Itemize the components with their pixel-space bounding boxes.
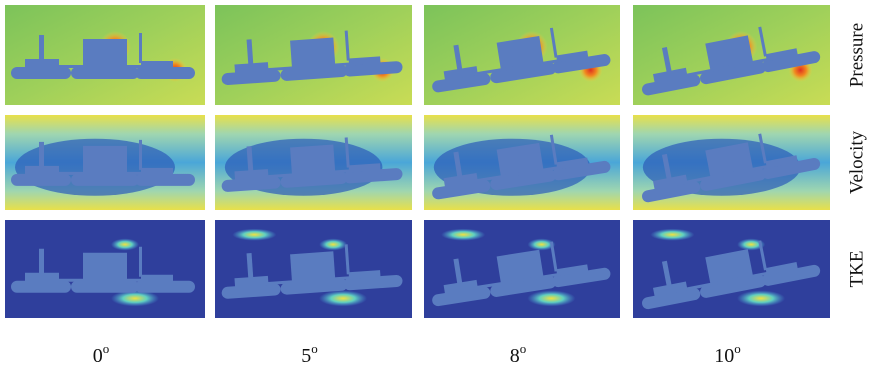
angle: 10 (714, 345, 734, 367)
panel (633, 5, 830, 105)
panel (5, 220, 205, 318)
degree: o (520, 341, 527, 356)
panel (215, 115, 412, 210)
tower (39, 249, 44, 274)
column-label: 8o (510, 341, 527, 367)
angle: 5 (301, 345, 311, 367)
deck (141, 168, 173, 175)
mast (139, 140, 142, 170)
panel (215, 5, 412, 105)
column-label: 10o (714, 341, 741, 367)
pontoon (71, 67, 139, 79)
panel (424, 5, 620, 105)
deck (25, 166, 59, 175)
arm (55, 172, 155, 175)
cabin (83, 253, 127, 281)
row-label: Pressure (846, 23, 867, 87)
deck (141, 275, 173, 282)
pontoon (135, 67, 195, 79)
tke-spot (319, 290, 367, 306)
tke-spot (527, 290, 575, 306)
deck (25, 273, 59, 282)
panel (5, 115, 205, 210)
row-label: Velocity (846, 130, 867, 194)
deck (25, 59, 59, 68)
degree: o (103, 341, 110, 356)
row-label: TKE (846, 251, 867, 288)
tke-spot (111, 290, 159, 306)
pontoon (11, 67, 71, 79)
mast (139, 33, 142, 63)
panel (633, 220, 830, 318)
pontoon (135, 174, 195, 186)
cabin (290, 144, 335, 175)
arm (55, 279, 155, 282)
tke-spot (737, 290, 785, 306)
pontoon (135, 281, 195, 293)
tower (39, 35, 44, 60)
cabin (83, 39, 127, 67)
degree: o (311, 341, 318, 356)
column-label: 0o (93, 341, 110, 367)
pontoon (71, 174, 139, 186)
panel (424, 115, 620, 210)
arm (55, 65, 155, 68)
pontoon (71, 281, 139, 293)
tke-spot (441, 229, 485, 241)
figure: PressureVelocityTKE0o5o8o10o (0, 0, 880, 369)
figure-canvas: PressureVelocityTKE0o5o8o10o (0, 0, 880, 369)
tke-spot (650, 229, 694, 241)
panel (215, 220, 412, 318)
deck (141, 61, 173, 68)
panel (633, 115, 830, 210)
cabin (290, 251, 335, 282)
pontoon (11, 281, 71, 293)
tke-spot (232, 229, 276, 241)
pontoon (11, 174, 71, 186)
panel (5, 5, 205, 105)
tke-spot (319, 239, 347, 251)
angle: 8 (510, 345, 520, 367)
cabin (83, 146, 127, 174)
mast (139, 247, 142, 277)
tke-spot (111, 239, 139, 251)
column-label: 5o (301, 341, 318, 367)
tower (39, 142, 44, 167)
degree: o (734, 341, 741, 356)
cabin (290, 38, 335, 69)
panel (424, 220, 620, 318)
angle: 0 (93, 345, 103, 367)
